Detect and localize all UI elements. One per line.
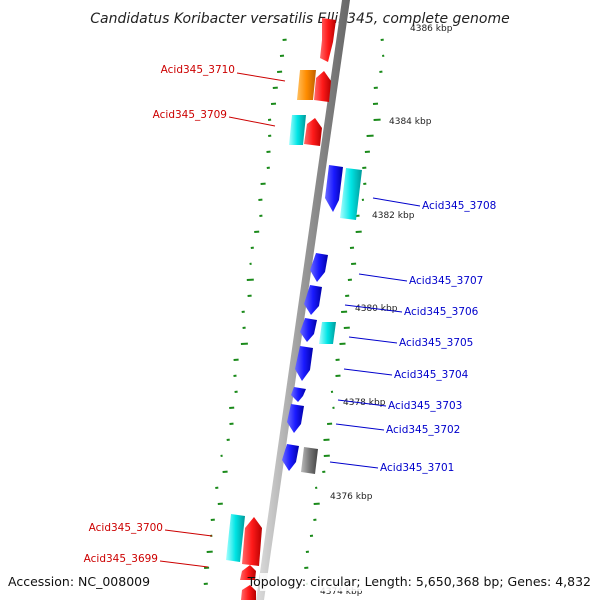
label-leader-line [335,423,385,431]
label-leader-line [329,461,379,469]
label-leader-line [358,273,408,282]
accession-text: Accession: NC_008009 [8,574,150,589]
label-leader-line [337,399,387,407]
gene-arrow[interactable] [310,253,328,282]
kbp-tick-label: 4384 kbp [389,117,432,127]
gene-arrow[interactable] [300,318,317,342]
gene-label-acid345-3707[interactable]: Acid345_3707 [409,275,483,287]
gene-arrow[interactable] [287,404,304,433]
label-leader-line [228,116,276,127]
label-leader-line [236,72,286,82]
gene-box[interactable] [301,447,318,474]
map-title: Candidatus Koribacter versatilis Ellin34… [90,11,509,27]
gene-box[interactable] [297,70,316,100]
gene-label-acid345-3700[interactable]: Acid345_3700 [89,522,163,534]
gene-arrow[interactable] [295,346,313,381]
gene-box[interactable] [340,168,362,220]
gene-arrow[interactable] [325,165,343,212]
gene-box[interactable] [289,115,306,145]
gene-label-acid345-3701[interactable]: Acid345_3701 [380,462,454,474]
gene-arrow[interactable] [240,565,256,580]
gene-arrow[interactable] [304,285,322,315]
label-leader-line [343,368,393,376]
gene-arrow[interactable] [241,585,256,600]
label-leader-line [344,304,403,313]
reverse-gene-labels: Acid345_3708 Acid345_3707 Acid345_3706 A… [329,197,496,474]
topology-text: Topology: circular; Length: 5,650,368 bp… [247,574,591,589]
gene-label-acid345-3710[interactable]: Acid345_3710 [161,64,235,76]
gene-label-acid345-3708[interactable]: Acid345_3708 [422,200,496,212]
gc-content-track [203,38,385,585]
label-leader-line [348,336,398,344]
kbp-tick-label: 4374 kbp [320,587,363,597]
gene-arrow[interactable] [242,517,262,566]
label-leader-line [159,560,209,568]
gene-arrow[interactable] [314,71,331,102]
gene-label-acid345-3703[interactable]: Acid345_3703 [388,400,462,412]
gene-arrow[interactable] [291,387,306,402]
kbp-tick-label: 4386 kbp [410,24,453,34]
gene-box[interactable] [319,322,336,344]
gene-label-acid345-3702[interactable]: Acid345_3702 [386,424,460,436]
gene-box[interactable] [226,514,245,562]
label-leader-line [164,529,213,537]
gene-label-acid345-3705[interactable]: Acid345_3705 [399,337,473,349]
gene-label-acid345-3709[interactable]: Acid345_3709 [153,109,227,121]
gene-arrow[interactable] [304,118,322,146]
other-genes [226,70,362,562]
forward-gene-labels: Acid345_3710 Acid345_3709 Acid345_3700 A… [84,64,286,568]
gene-arrow[interactable] [320,18,336,62]
gene-label-acid345-3704[interactable]: Acid345_3704 [394,369,469,381]
footer-backdrop [260,573,600,591]
genome-backbone [256,0,350,600]
gene-arrow[interactable] [282,444,299,471]
forward-strand-genes [240,18,336,600]
gene-label-acid345-3699[interactable]: Acid345_3699 [84,553,158,565]
label-leader-line [372,197,421,207]
reverse-strand-genes [282,165,343,471]
gene-label-acid345-3706[interactable]: Acid345_3706 [404,306,479,318]
kbp-tick-label: 4376 kbp [330,492,373,502]
kbp-tick-label: 4382 kbp [372,211,415,221]
